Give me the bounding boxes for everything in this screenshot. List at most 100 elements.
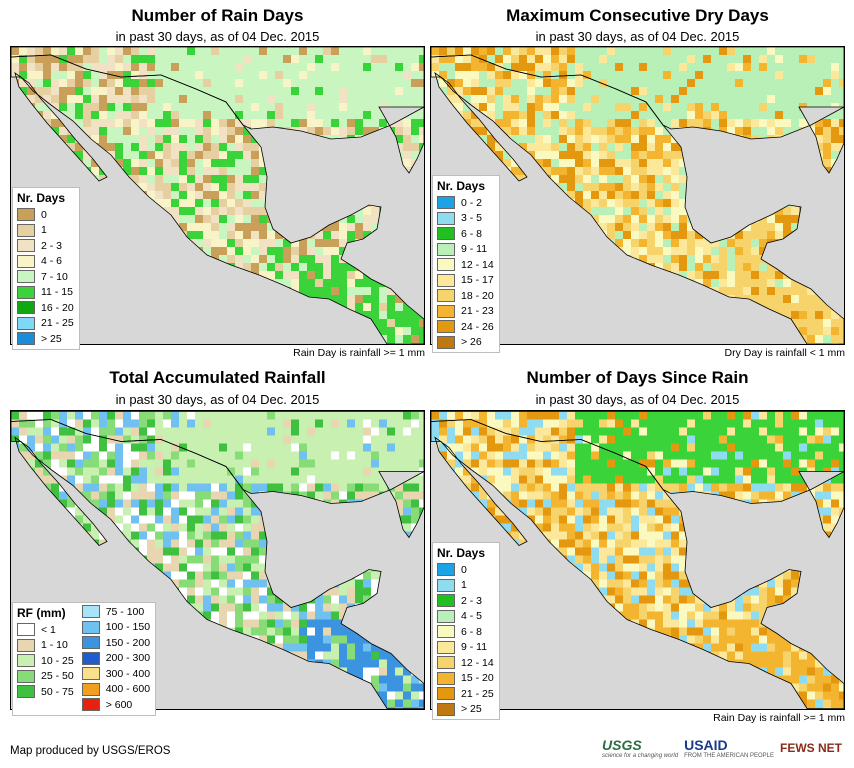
florida-border — [378, 471, 424, 539]
legend-label: 2 - 3 — [41, 239, 63, 252]
legend-label: 12 - 14 — [461, 656, 494, 669]
legend-item: 1 - 10 — [17, 638, 74, 654]
legend-swatch — [81, 636, 100, 650]
legend-swatch — [437, 320, 455, 334]
legend-swatch — [17, 270, 35, 284]
florida-border — [798, 471, 844, 539]
legend-swatch — [437, 289, 455, 303]
legend-label: > 25 — [461, 703, 482, 716]
legend-swatch — [17, 285, 35, 299]
legend-label: 25 - 50 — [41, 670, 74, 683]
legend-label: 1 — [461, 579, 467, 592]
legend-label: 15 - 17 — [461, 274, 494, 287]
legend-label: 21 - 25 — [41, 317, 74, 330]
legend-swatch — [17, 301, 35, 315]
panel-subtitle: in past 30 days, as of 04 Dec. 2015 — [115, 29, 320, 44]
map-note: Rain Day is rainfall >= 1 mm — [713, 712, 845, 724]
legend-swatch — [17, 685, 35, 699]
legend-label: 1 - 10 — [41, 639, 68, 652]
legend-title: Nr. Days — [17, 191, 66, 205]
panel-rain-days: Number of Rain Days in past 30 days, as … — [10, 0, 425, 365]
legend-item: 24 - 26 — [437, 319, 494, 335]
legend-label: 18 - 20 — [461, 289, 494, 302]
baja-border — [434, 72, 528, 182]
legend-label: > 25 — [41, 332, 62, 345]
legend-swatch — [437, 273, 455, 287]
legend-label: 50 - 75 — [41, 685, 74, 698]
legend-item: 2 - 3 — [17, 238, 74, 254]
legend-item: 18 - 20 — [437, 288, 494, 304]
legend-label: 3 - 5 — [461, 212, 483, 225]
map-image — [11, 411, 424, 709]
map-legend: RF (mm) < 1 1 - 10 10 - 25 25 - 50 50 - 75 75… — [12, 602, 157, 716]
legend-item: 2 - 3 — [437, 593, 494, 609]
legend-label: > 600 — [105, 698, 133, 711]
legend-item: 9 - 11 — [437, 640, 494, 656]
legend-item: 11 - 15 — [17, 285, 74, 301]
legend-swatch — [17, 316, 35, 330]
legend-swatch — [437, 609, 455, 623]
legend-label: 100 - 150 — [105, 621, 151, 634]
legend-item: > 26 — [437, 335, 494, 351]
map-legend: Nr. Days 0 - 2 3 - 5 6 - 8 9 - 11 12 - 14 15 … — [432, 175, 500, 353]
legend-item: 1 — [17, 223, 74, 239]
baja-border — [14, 436, 108, 546]
legend-label: 9 - 11 — [461, 641, 488, 654]
fews-net-logo: FEWS NET — [780, 741, 842, 755]
legend-label: 9 - 11 — [461, 243, 488, 256]
legend-item: 6 - 8 — [437, 624, 494, 640]
legend-item: 21 - 25 — [437, 686, 494, 702]
legend-swatch — [437, 578, 455, 592]
legend-item: 75 - 100 — [81, 604, 150, 620]
panel-subtitle: in past 30 days, as of 04 Dec. 2015 — [535, 392, 740, 407]
legend-item: 0 - 2 — [437, 195, 494, 211]
legend-swatch — [17, 208, 35, 222]
legend-item: 6 - 8 — [437, 226, 494, 242]
legend-swatch — [17, 654, 35, 668]
legend-swatch — [437, 687, 455, 701]
legend-swatch — [81, 698, 100, 712]
legend-swatch — [437, 656, 455, 670]
legend-swatch — [437, 304, 455, 318]
legend-swatch — [17, 623, 35, 637]
map-note: Rain Day is rainfall >= 1 mm — [293, 347, 425, 359]
florida-border — [378, 106, 424, 174]
legend-label: 24 - 26 — [461, 320, 494, 333]
legend-swatch — [437, 594, 455, 608]
map-legend: Nr. Days 0 1 2 - 3 4 - 6 7 - 10 11 - 15 16 - 2… — [12, 187, 80, 350]
legend-swatch — [437, 242, 455, 256]
legend-item: 21 - 25 — [17, 316, 74, 332]
legend-label: 2 - 3 — [461, 594, 483, 607]
legend-swatch — [437, 227, 455, 241]
panel-total-rainfall: Total Accumulated Rainfall in past 30 da… — [10, 366, 425, 716]
legend-swatch — [437, 625, 455, 639]
legend-item: 9 - 11 — [437, 242, 494, 258]
legend-item: 50 - 75 — [17, 684, 74, 700]
legend-swatch — [437, 335, 455, 349]
panel-max-dry-days: Maximum Consecutive Dry Days in past 30 … — [430, 0, 845, 365]
legend-label: 6 - 8 — [461, 227, 483, 240]
legend-label: 4 - 5 — [461, 610, 483, 623]
legend-swatch — [81, 605, 100, 619]
legend-item: 0 — [437, 562, 494, 578]
legend-item: 25 - 50 — [17, 669, 74, 685]
legend-swatch — [437, 258, 455, 272]
legend-item: 150 - 200 — [81, 635, 150, 651]
legend-item: 400 - 600 — [81, 682, 150, 698]
legend-swatch — [17, 638, 35, 652]
legend-label: > 26 — [461, 336, 482, 349]
panel-title: Total Accumulated Rainfall — [109, 368, 326, 387]
legend-item: 300 - 400 — [81, 666, 150, 682]
legend-label: 11 - 15 — [41, 286, 73, 299]
panel-title: Number of Rain Days — [131, 6, 304, 25]
legend-label: 0 — [461, 563, 467, 576]
legend-item: 3 - 5 — [437, 211, 494, 227]
panel-title: Number of Days Since Rain — [526, 368, 749, 387]
legend-swatch — [437, 563, 455, 577]
panel-title: Maximum Consecutive Dry Days — [506, 6, 769, 25]
legend-item: > 600 — [81, 697, 150, 713]
legend-label: < 1 — [41, 623, 56, 636]
panel-days-since-rain: Number of Days Since Rain in past 30 day… — [430, 366, 845, 731]
legend-swatch — [437, 211, 455, 225]
legend-swatch — [81, 651, 100, 665]
